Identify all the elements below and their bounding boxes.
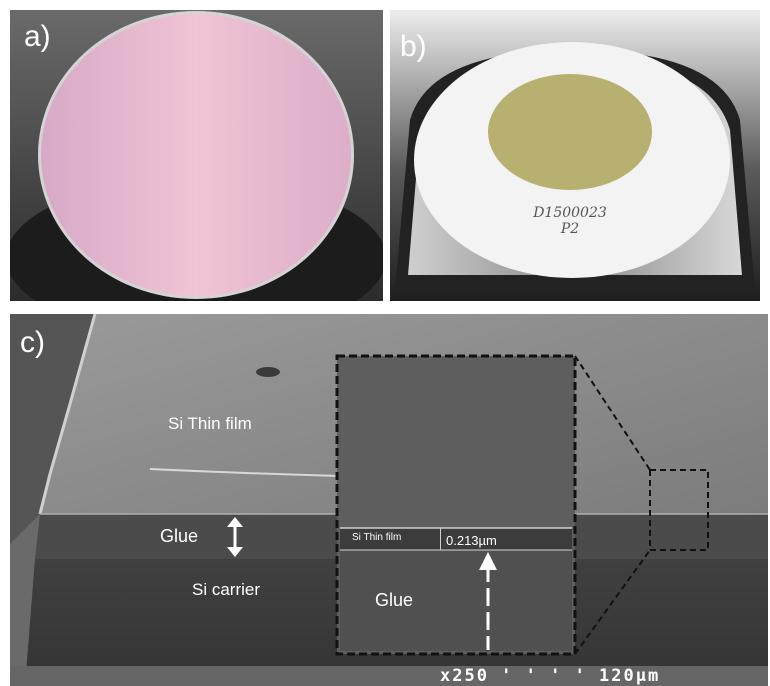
si-thin-film-label: Si Thin film (168, 414, 252, 433)
glue-label: Glue (160, 526, 199, 546)
sem-scale-databar: x250 ' ' ' ' 120µm (440, 666, 661, 686)
panel-c-label: c) (20, 326, 45, 359)
inset-glue-label: Glue (375, 590, 414, 610)
panel-b-wafer-tray-photo: D1500023 P2 b) (390, 10, 760, 301)
si-carrier-label: Si carrier (192, 580, 261, 599)
wafer-a-image (10, 10, 383, 301)
panel-a-wafer-photo: a) (10, 10, 383, 301)
wafer-marking-id: D1500023 (533, 205, 607, 221)
panel-a-label: a) (24, 20, 51, 53)
wafer-marking: D1500023 P2 (530, 205, 610, 237)
wafer-marking-sub: P2 (560, 221, 580, 237)
panel-b-label: b) (400, 30, 427, 63)
inset-thin-film-label: Si Thin film (352, 532, 402, 543)
panel-c-sem-image: c) Si Thin film Glue Si carrier Si Thin … (10, 314, 768, 686)
inset-divider (440, 528, 441, 550)
wafer-b-image (390, 10, 760, 301)
inset-thickness-label: 0.213µm (446, 533, 497, 548)
sem-image (10, 314, 768, 686)
